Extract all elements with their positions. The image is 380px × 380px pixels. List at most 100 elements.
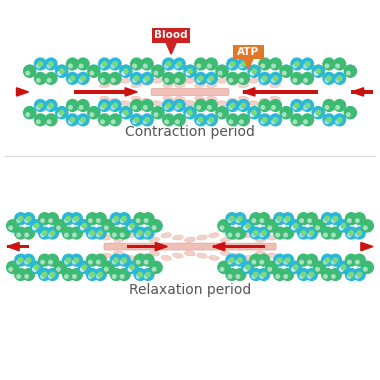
- Circle shape: [72, 260, 77, 264]
- Circle shape: [355, 233, 360, 238]
- Circle shape: [100, 78, 105, 83]
- Circle shape: [344, 106, 357, 119]
- Circle shape: [251, 110, 257, 116]
- Circle shape: [355, 274, 360, 279]
- Circle shape: [34, 113, 47, 127]
- Circle shape: [292, 78, 298, 83]
- Circle shape: [10, 223, 16, 229]
- Circle shape: [235, 218, 241, 223]
- Circle shape: [323, 218, 328, 223]
- Circle shape: [235, 260, 241, 264]
- Circle shape: [102, 261, 115, 274]
- Circle shape: [237, 216, 243, 222]
- Circle shape: [321, 226, 334, 240]
- Circle shape: [283, 110, 289, 116]
- Circle shape: [292, 63, 298, 68]
- Circle shape: [321, 212, 334, 225]
- Ellipse shape: [268, 235, 278, 240]
- Circle shape: [347, 218, 352, 223]
- Circle shape: [305, 61, 310, 67]
- Ellipse shape: [209, 255, 219, 260]
- Circle shape: [104, 225, 109, 230]
- Circle shape: [87, 106, 100, 119]
- Circle shape: [144, 260, 149, 264]
- Circle shape: [25, 112, 30, 117]
- Circle shape: [361, 219, 374, 233]
- Circle shape: [128, 267, 133, 272]
- Circle shape: [346, 112, 351, 117]
- Circle shape: [185, 71, 190, 76]
- Circle shape: [221, 264, 227, 270]
- Circle shape: [347, 274, 352, 279]
- Circle shape: [130, 57, 143, 71]
- Circle shape: [100, 119, 105, 124]
- Circle shape: [250, 71, 255, 76]
- Circle shape: [141, 253, 155, 267]
- Circle shape: [325, 105, 329, 110]
- Circle shape: [153, 223, 159, 229]
- FancyBboxPatch shape: [151, 89, 229, 95]
- Circle shape: [208, 117, 214, 123]
- Circle shape: [215, 106, 229, 119]
- Circle shape: [249, 253, 263, 267]
- Circle shape: [217, 261, 231, 274]
- Circle shape: [70, 117, 75, 123]
- Circle shape: [40, 274, 45, 279]
- Circle shape: [348, 272, 354, 277]
- Circle shape: [27, 68, 33, 74]
- Circle shape: [207, 63, 212, 68]
- Ellipse shape: [238, 82, 249, 88]
- Circle shape: [292, 119, 298, 124]
- Ellipse shape: [138, 253, 148, 258]
- Circle shape: [22, 268, 35, 281]
- Polygon shape: [213, 242, 225, 251]
- Circle shape: [313, 261, 326, 274]
- Circle shape: [117, 253, 131, 267]
- Circle shape: [289, 261, 302, 274]
- Circle shape: [321, 268, 334, 281]
- Circle shape: [133, 268, 147, 281]
- Circle shape: [48, 260, 53, 264]
- Circle shape: [282, 71, 287, 76]
- Circle shape: [237, 113, 250, 127]
- Ellipse shape: [228, 98, 238, 103]
- Circle shape: [162, 57, 175, 71]
- Circle shape: [353, 226, 366, 240]
- Circle shape: [72, 218, 77, 223]
- Circle shape: [277, 216, 283, 222]
- Circle shape: [243, 267, 249, 272]
- Circle shape: [239, 105, 244, 110]
- Circle shape: [94, 268, 107, 281]
- Ellipse shape: [270, 96, 280, 101]
- Circle shape: [104, 267, 109, 272]
- Circle shape: [130, 72, 143, 85]
- Circle shape: [16, 218, 21, 223]
- Circle shape: [353, 268, 366, 281]
- Text: Contraction period: Contraction period: [125, 125, 255, 139]
- Circle shape: [86, 268, 99, 281]
- Circle shape: [136, 260, 141, 264]
- Circle shape: [112, 103, 118, 108]
- Circle shape: [94, 226, 107, 240]
- Circle shape: [80, 267, 85, 272]
- Circle shape: [230, 61, 236, 67]
- Ellipse shape: [163, 96, 173, 101]
- Circle shape: [87, 65, 100, 78]
- Circle shape: [215, 65, 229, 78]
- Circle shape: [281, 212, 294, 225]
- Circle shape: [322, 57, 336, 71]
- Circle shape: [173, 99, 186, 112]
- Circle shape: [243, 225, 249, 230]
- Circle shape: [249, 226, 263, 240]
- Circle shape: [325, 216, 331, 222]
- Circle shape: [353, 212, 366, 225]
- Circle shape: [154, 112, 158, 117]
- Circle shape: [22, 212, 35, 225]
- Circle shape: [78, 261, 91, 274]
- Circle shape: [91, 110, 97, 116]
- Circle shape: [363, 225, 368, 230]
- Circle shape: [94, 212, 107, 225]
- Circle shape: [66, 72, 79, 85]
- Circle shape: [78, 219, 91, 233]
- Circle shape: [102, 219, 115, 233]
